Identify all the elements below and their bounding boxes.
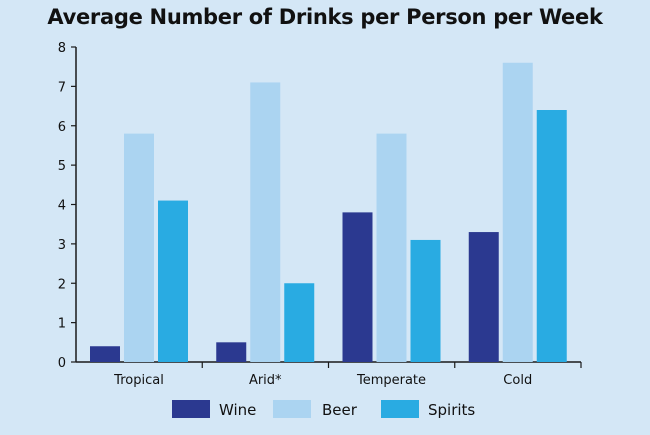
y-tick-label: 6 xyxy=(58,120,66,135)
x-category-label: Temperate xyxy=(356,373,426,388)
bar-beer-arid xyxy=(250,82,281,362)
bar-spirits-arid xyxy=(284,283,315,362)
bar-wine-tropical xyxy=(90,346,120,362)
x-category-label: Arid* xyxy=(249,373,282,388)
bar-wine-arid xyxy=(216,342,247,362)
y-tick-label: 8 xyxy=(58,41,66,56)
legend-label-spirits: Spirits xyxy=(428,401,475,419)
y-tick-label: 3 xyxy=(58,238,66,253)
bar-spirits-temperate xyxy=(410,239,441,362)
bar-spirits-tropical xyxy=(158,200,188,362)
bar-beer-temperate xyxy=(376,133,407,362)
bar-beer-tropical xyxy=(124,133,154,362)
legend-swatch-beer xyxy=(273,400,311,418)
x-category-label: Tropical xyxy=(113,373,164,388)
y-tick-label: 4 xyxy=(58,199,66,214)
legend-swatch-spirits xyxy=(381,400,419,418)
x-category-label: Cold xyxy=(503,373,532,388)
y-tick-label: 5 xyxy=(58,159,66,174)
legend-label-beer: Beer xyxy=(322,401,358,419)
bar-wine-cold xyxy=(468,232,499,362)
bar-beer-cold xyxy=(502,62,533,362)
y-tick-label: 2 xyxy=(58,277,66,292)
legend-swatch-wine xyxy=(172,400,210,418)
y-tick-label: 0 xyxy=(58,356,66,371)
y-tick-label: 1 xyxy=(58,317,66,332)
y-tick-label: 7 xyxy=(58,80,66,95)
bar-spirits-cold xyxy=(536,110,567,362)
bar-wine-temperate xyxy=(342,212,373,362)
legend-label-wine: Wine xyxy=(219,401,256,419)
chart-title: Average Number of Drinks per Person per … xyxy=(47,5,603,29)
